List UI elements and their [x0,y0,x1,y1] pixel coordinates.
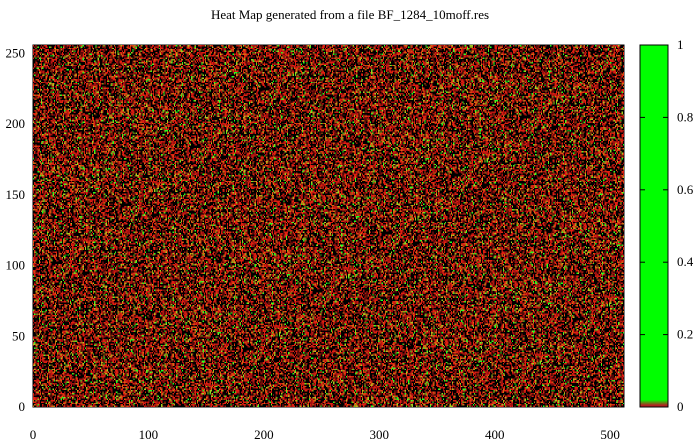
heatmap-cells [33,45,624,407]
colorbar-tick-label: 1 [677,37,684,52]
colorbar-ticks: 0 0.2 0.4 0.6 0.8 1 [640,37,694,414]
x-tick-label: 400 [485,427,505,442]
y-tick-label: 150 [6,187,26,202]
y-tick-label: 250 [6,45,26,60]
y-tick-label: 0 [19,399,26,414]
colorbar-tick-label: 0 [677,399,684,414]
colorbar-tick-label: 0.6 [677,182,694,197]
x-tick-label: 0 [30,427,37,442]
x-tick-label: 500 [600,427,620,442]
y-tick-label: 50 [12,328,25,343]
x-tick-label: 200 [254,427,274,442]
colorbar-tick-label: 0.4 [677,254,694,269]
colorbar [639,44,669,408]
chart-title: Heat Map generated from a file BF_1284_1… [211,7,489,22]
colorbar-tick-label: 0.2 [677,327,693,342]
y-tick-label: 100 [6,258,26,273]
x-tick-label: 100 [139,427,159,442]
x-tick-label: 300 [370,427,390,442]
colorbar-tick-label: 0.8 [677,109,693,124]
y-tick-label: 200 [6,116,26,131]
